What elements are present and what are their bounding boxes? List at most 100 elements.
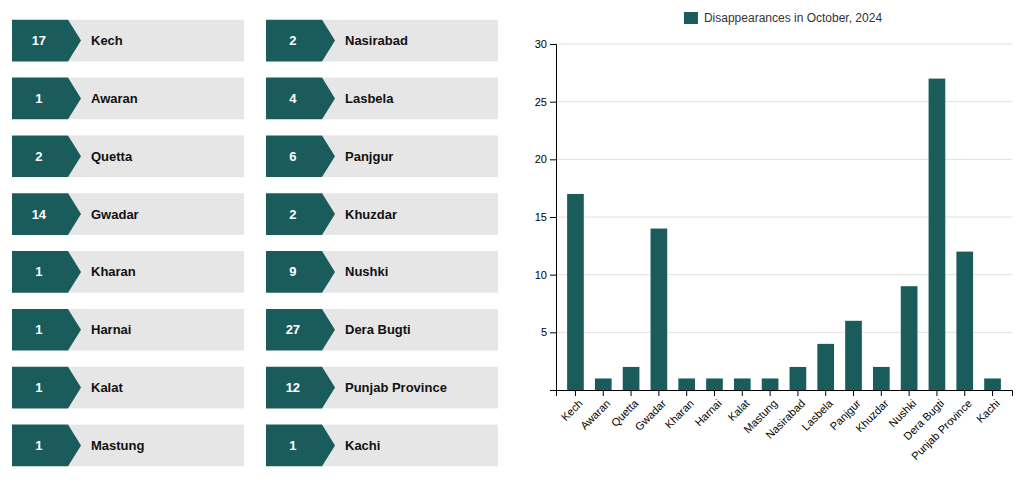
tick-mark	[992, 390, 993, 396]
bar	[762, 378, 779, 390]
x-tick: Awaran	[578, 390, 613, 432]
badge-row: 12Punjab Province	[266, 367, 498, 409]
y-tick: 20	[535, 153, 556, 165]
badge-value: 1	[35, 91, 42, 106]
tick-mark	[550, 275, 556, 276]
bar	[845, 321, 862, 390]
bar	[595, 378, 612, 390]
badge-background	[322, 20, 498, 62]
badge-row: 1Kharan	[12, 251, 244, 293]
badge-arrow	[12, 135, 81, 177]
badge-row: 2Quetta	[12, 135, 244, 177]
badge-arrow	[12, 20, 81, 62]
badge-arrow	[266, 78, 335, 120]
badge-arrow	[266, 251, 335, 293]
badge-row: 1 Awaran	[12, 78, 244, 120]
badge-value: 17	[32, 33, 46, 48]
badge-background	[322, 135, 498, 177]
tick-mark	[550, 217, 556, 218]
badge-arrow	[266, 193, 335, 235]
tick-mark	[881, 390, 882, 396]
badge-background	[68, 425, 244, 467]
bar	[678, 378, 695, 390]
bar	[901, 286, 918, 390]
badge-value: 14	[32, 207, 47, 222]
badge-label: Quetta	[91, 149, 133, 164]
badge-background	[68, 251, 244, 293]
badge-label: Dera Bugti	[345, 322, 411, 337]
tick-label: 20	[535, 153, 547, 165]
badge-label: Nasirabad	[345, 33, 408, 48]
badge-row: 9Nushki	[266, 251, 498, 293]
badge-label: Mastung	[91, 438, 145, 453]
badge-value: 9	[289, 264, 296, 279]
tick-mark	[603, 390, 604, 396]
bar	[567, 194, 584, 390]
badge-row: 1Kalat	[12, 367, 244, 409]
badge-arrow	[12, 367, 81, 409]
x-tick: Kech	[559, 390, 585, 423]
chart-svg: 17Kech1Awaran2Quetta14Gwadar1Kharan1Harn…	[0, 0, 1024, 486]
badge-value: 2	[289, 33, 296, 48]
badge-label: Awaran	[91, 91, 138, 106]
badge-arrow	[12, 251, 81, 293]
x-tick: Khuzdar	[853, 390, 891, 435]
legend: Disappearances in October, 2024	[684, 11, 882, 25]
badge-label: Kalat	[91, 380, 123, 395]
tick-mark	[742, 390, 743, 396]
badge-label: Lasbela	[345, 91, 394, 106]
bar	[623, 367, 640, 390]
badge-label: Punjab Province	[345, 380, 447, 395]
tick-label: 10	[535, 269, 547, 281]
badge-value: 27	[286, 322, 300, 337]
tick-mark	[853, 390, 854, 396]
bar	[984, 378, 1001, 390]
badge-value: 1	[35, 322, 42, 337]
badge-panel: 2Nasirabad4Lasbela6Panjgur2Khuzdar9Nushk…	[266, 20, 498, 466]
badge-row: 27 Dera Bugti	[266, 309, 498, 351]
badge-background	[322, 251, 498, 293]
badge-row: 14Gwadar	[12, 193, 244, 235]
badge-arrow	[12, 193, 81, 235]
badge-background	[68, 367, 244, 409]
x-tick: Kalat	[725, 390, 751, 423]
tick-mark	[550, 159, 556, 160]
badge-value: 1	[35, 438, 42, 453]
tick-mark	[964, 390, 965, 396]
badge-row: 17Kech	[12, 20, 244, 62]
badge-background	[322, 425, 498, 467]
badge-arrow	[266, 20, 335, 62]
y-tick: 25	[535, 96, 556, 108]
tick-mark	[770, 390, 771, 396]
tick-label: Khuzdar	[853, 397, 891, 435]
y-tick: 30	[535, 38, 556, 50]
bar-chart: 51015202530KechAwaranQuettaGwadarKharanH…	[535, 38, 1013, 462]
badge-arrow	[266, 135, 335, 177]
tick-mark	[550, 332, 556, 333]
bar	[734, 378, 751, 390]
bar	[651, 229, 668, 390]
x-tick: Harnai	[692, 390, 723, 428]
badge-panel: 17Kech1Awaran2Quetta14Gwadar1Kharan1Harn…	[12, 20, 244, 466]
tick-mark	[631, 390, 632, 396]
tick-label: Kharan	[662, 397, 696, 431]
tick-mark	[714, 390, 715, 396]
badge-background	[322, 309, 498, 351]
bar	[817, 344, 834, 390]
tick-label: 30	[535, 38, 547, 50]
bar	[873, 367, 890, 390]
tick-label: Awaran	[578, 397, 613, 432]
badge-background	[322, 78, 498, 120]
badge-label: Khuzdar	[345, 207, 397, 222]
badge-label: Panjgur	[345, 149, 393, 164]
tick-label: Kachi	[974, 397, 1002, 425]
axis-line	[557, 391, 1013, 397]
badge-row: 4 Lasbela	[266, 78, 498, 120]
badge-value: 4	[289, 91, 297, 106]
badge-arrow	[266, 367, 335, 409]
tick-mark	[686, 390, 687, 396]
y-tick: 10	[535, 269, 556, 281]
badge-row: 2Khuzdar	[266, 193, 498, 235]
y-tick: 5	[541, 326, 556, 338]
x-tick: Nasirabad	[763, 390, 807, 441]
